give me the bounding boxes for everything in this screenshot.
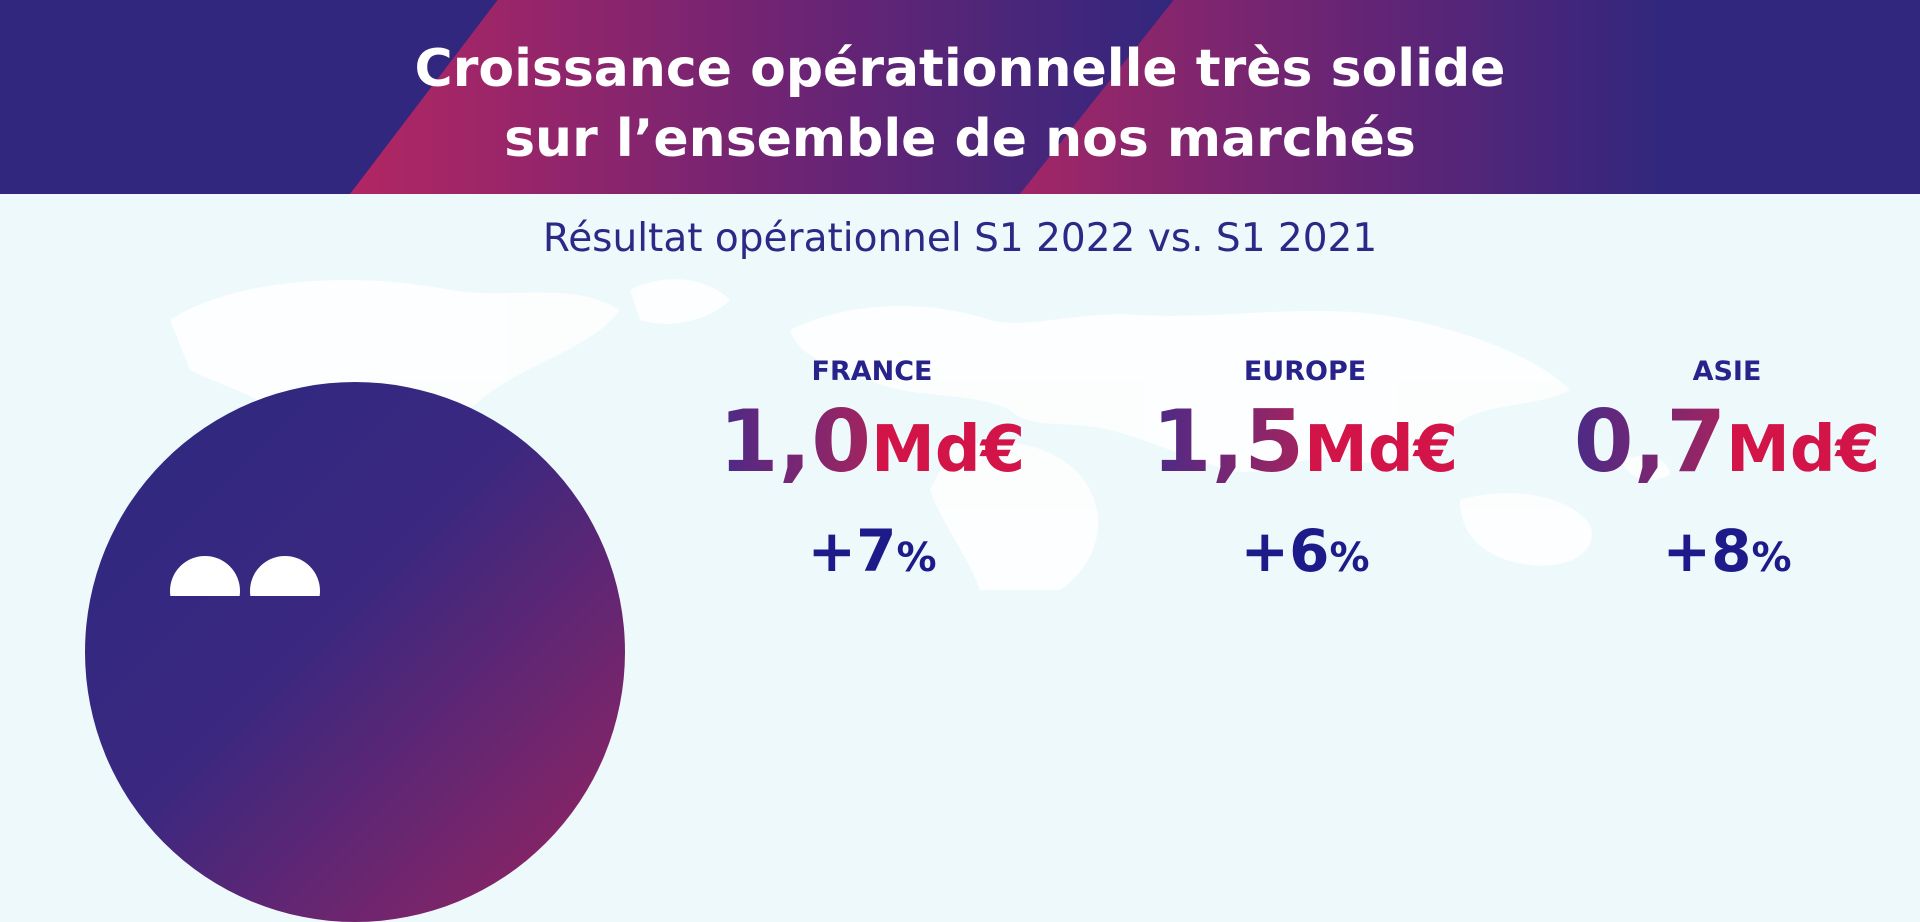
region-growth: +8% [1557,517,1897,585]
region-growth-number: +7 [807,517,897,585]
region-label: ASIE [1692,356,1762,387]
digit-shape [170,556,240,596]
page-title-line-2: sur l’ensemble de nos marchés [504,109,1416,169]
region-label: EUROPE [1243,356,1367,387]
region-growth: +6% [1135,517,1475,585]
digit-shape [250,556,320,596]
region-asie: ASIE 0,7Md€ +8% [1557,356,1897,585]
region-france: FRANCE 1,0Md€ +7% [702,356,1042,585]
region-growth-unit: % [1329,535,1370,581]
region-value-unit: Md€ [1726,413,1881,487]
region-growth-unit: % [1751,535,1792,581]
region-value: 1,5Md€ [1135,397,1475,511]
region-europe: EUROPE 1,5Md€ +6% [1135,356,1475,585]
region-growth: +7% [702,517,1042,585]
region-value-unit: Md€ [871,413,1026,487]
region-value: 0,7Md€ [1557,397,1897,511]
region-value-number: 1,0 [718,392,872,492]
region-value-number: 1,5 [1151,392,1305,492]
page-title-line-1: Croissance opérationnelle très solide [414,39,1506,99]
circle-figure-partial [170,556,370,596]
region-value-number: 0,7 [1573,392,1727,492]
header-banner: Croissance opérationnelle très solide su… [0,0,1920,194]
header-diagonal-stripe [350,0,1170,194]
region-growth-number: +6 [1240,517,1330,585]
region-value-unit: Md€ [1304,413,1459,487]
subtitle: Résultat opérationnel S1 2022 vs. S1 202… [542,216,1378,261]
world-map-background [170,279,1670,590]
region-value: 1,0Md€ [702,397,1042,511]
page-title: Croissance opérationnelle très solide su… [0,34,1920,174]
region-growth-unit: % [896,535,937,581]
region-label: FRANCE [811,356,933,387]
total-circle-badge [85,382,625,922]
region-growth-number: +8 [1662,517,1752,585]
